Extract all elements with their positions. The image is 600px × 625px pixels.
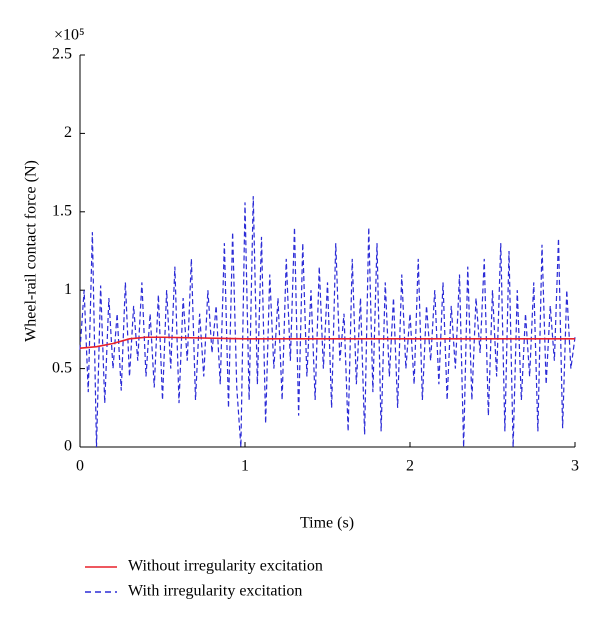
y-scale-label: ×10⁵ — [54, 27, 85, 44]
y-tick-label: 2 — [64, 124, 72, 141]
x-tick-label: 0 — [76, 458, 84, 475]
series-line — [79, 336, 575, 350]
y-tick-label: 1 — [64, 281, 72, 298]
y-tick-label: 1.5 — [52, 202, 72, 219]
series-line — [79, 196, 576, 448]
legend-label: With irregularity excitation — [128, 583, 302, 600]
x-tick-label: 3 — [571, 458, 579, 475]
x-tick-label: 1 — [241, 458, 249, 475]
y-axis-label: Wheel-rail contact force (N) — [23, 160, 40, 342]
x-tick-label: 2 — [406, 458, 414, 475]
legend-label: Without irregularity excitation — [128, 558, 323, 575]
y-tick-label: 0 — [64, 438, 72, 455]
x-axis-label: Time (s) — [300, 515, 354, 532]
y-tick-label: 2.5 — [52, 46, 72, 63]
y-tick-label: 0.5 — [52, 359, 72, 376]
